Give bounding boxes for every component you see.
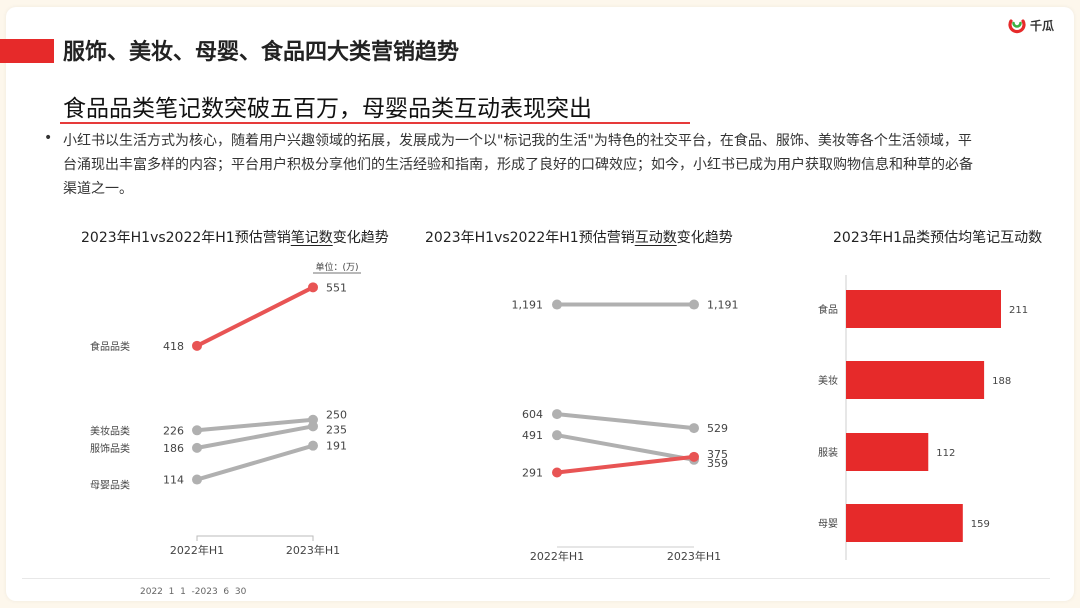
bar-value-label: 211 — [1009, 305, 1028, 316]
bar — [846, 361, 985, 399]
data-point — [308, 440, 318, 451]
data-point — [552, 299, 562, 310]
data-point — [192, 425, 202, 436]
data-label: 529 — [707, 422, 728, 435]
intro-paragraph: 小红书以生活方式为核心，随着用户兴趣领域的拓展，发展成为一个以"标记我的生活"为… — [63, 133, 973, 197]
data-point — [192, 340, 202, 351]
data-label: 375 — [707, 448, 728, 461]
bar-value-label: 159 — [971, 519, 990, 530]
series-line — [195, 285, 315, 348]
series-line — [555, 412, 696, 431]
data-point — [308, 421, 318, 432]
series-name-label: 母婴品类 — [90, 479, 130, 492]
data-label: 291 — [522, 466, 543, 479]
x-tick-label: 2023年H1 — [286, 543, 340, 557]
footer-note: 2022 1 1 -2023 6 30 — [140, 587, 247, 597]
data-point — [552, 409, 562, 420]
bar — [846, 504, 963, 542]
series-line — [555, 433, 696, 462]
data-label: 359 — [707, 457, 728, 470]
x-tick-label: 2023年H1 — [667, 549, 721, 563]
data-label: 250 — [326, 409, 347, 422]
bar-value-label: 112 — [936, 448, 955, 459]
series-line — [195, 424, 315, 450]
subtitle-underline — [60, 122, 690, 124]
x-tick-label: 2022年H1 — [170, 543, 224, 557]
data-label: 1,191 — [512, 299, 544, 312]
x-tick-label: 2022年H1 — [530, 549, 584, 563]
data-label: 491 — [522, 429, 543, 442]
data-label: 418 — [163, 340, 184, 353]
page-title: 服饰、美妆、母婴、食品四大类营销趋势 — [63, 40, 460, 65]
data-label: 235 — [326, 423, 347, 436]
bar-value-label: 188 — [992, 376, 1011, 387]
brand-logo: 千瓜 — [1008, 16, 1054, 34]
series-name-label: 食品品类 — [90, 340, 130, 353]
x-axis-bracket — [196, 535, 314, 541]
data-label: 551 — [326, 281, 347, 294]
series-line — [555, 454, 696, 475]
category-label: 食品 — [818, 303, 838, 316]
category-label: 美妆 — [818, 374, 838, 387]
data-label: 191 — [326, 440, 347, 453]
data-label: 1,191 — [707, 299, 739, 312]
data-point — [689, 299, 699, 310]
data-point — [552, 430, 562, 441]
data-point — [192, 474, 202, 485]
logo-text: 千瓜 — [1030, 18, 1055, 33]
chart2-title: 2023年H1vs2022年H1预估营销互动数变化趋势 — [425, 227, 733, 247]
chart2-title-em: 互动数 — [634, 230, 677, 246]
title-accent-bar — [0, 39, 54, 63]
series-line — [195, 417, 315, 433]
bar — [846, 290, 1001, 328]
chart1-title-em: 笔记数 — [290, 230, 333, 246]
chart1-title-pre: 2023年H1vs2022年H1预估营销 — [81, 230, 291, 246]
category-label: 母婴 — [818, 518, 838, 530]
chart1-title: 2023年H1vs2022年H1预估营销笔记数变化趋势 — [81, 227, 389, 247]
bar — [846, 433, 929, 471]
footer-divider — [22, 578, 1050, 579]
chart3-title: 2023年H1品类预估均笔记互动数 — [833, 230, 1043, 246]
data-point — [552, 467, 562, 478]
data-label: 226 — [163, 424, 184, 437]
chart1-title-post: 变化趋势 — [332, 230, 389, 246]
data-point — [308, 282, 318, 293]
unit-label: 单位：(万) — [315, 261, 358, 273]
chart2-title-pre: 2023年H1vs2022年H1预估营销 — [425, 230, 635, 246]
category-label: 服装 — [818, 446, 838, 459]
bullet-dot: • — [44, 130, 53, 146]
series-line — [195, 443, 315, 482]
data-label: 114 — [163, 474, 184, 487]
logo-icon — [1008, 19, 1026, 34]
data-point — [689, 423, 699, 434]
data-label: 604 — [522, 408, 543, 421]
data-point — [192, 442, 202, 453]
series-name-label: 服饰品类 — [90, 442, 130, 455]
series-name-label: 美妆品类 — [90, 424, 130, 437]
chart2-title-post: 变化趋势 — [676, 230, 733, 246]
data-point — [689, 451, 699, 462]
subtitle: 食品品类笔记数突破五百万，母婴品类互动表现突出 — [63, 96, 592, 122]
data-label: 186 — [163, 442, 184, 455]
